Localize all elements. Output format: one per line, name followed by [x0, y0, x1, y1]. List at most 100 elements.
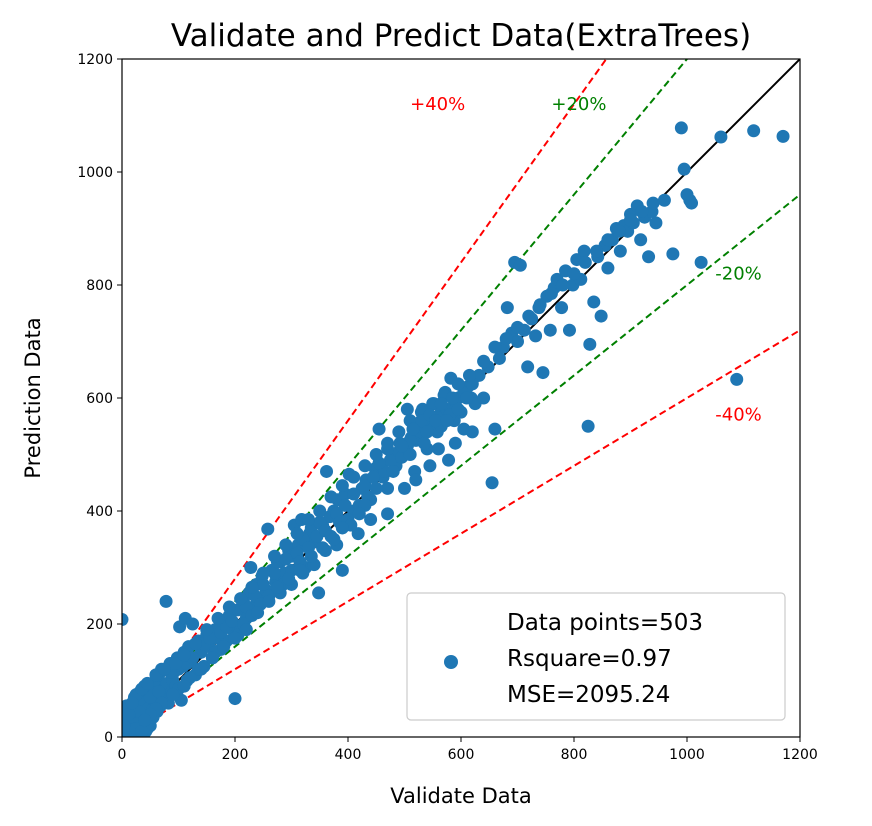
data-point	[488, 340, 502, 354]
data-point	[324, 490, 338, 504]
data-point	[395, 439, 409, 453]
data-point	[440, 414, 454, 428]
reference-line-label: -40%	[715, 405, 762, 426]
data-point	[125, 696, 139, 710]
data-point	[256, 566, 270, 580]
data-point	[583, 337, 597, 351]
data-point	[477, 391, 491, 405]
reference-labels: +40% +20% -20% -40%	[410, 94, 762, 426]
data-point	[442, 453, 456, 467]
data-point	[555, 301, 569, 315]
data-point	[392, 425, 406, 439]
data-point	[409, 473, 423, 487]
y-tick-label: 800	[86, 278, 113, 294]
data-point	[268, 549, 282, 563]
data-point	[364, 512, 378, 526]
data-point	[522, 309, 536, 323]
data-point	[369, 481, 383, 495]
data-point	[293, 563, 307, 577]
data-point	[335, 521, 349, 535]
data-point	[677, 162, 691, 176]
data-point	[536, 366, 550, 380]
data-point	[601, 261, 615, 275]
data-point	[122, 719, 131, 733]
data-point	[135, 724, 149, 737]
data-point	[316, 541, 330, 555]
data-point	[634, 233, 648, 247]
data-point	[372, 422, 386, 436]
data-point	[429, 414, 443, 428]
data-point	[590, 244, 604, 258]
data-point	[381, 481, 395, 495]
data-point	[159, 594, 173, 608]
data-point	[714, 130, 728, 144]
data-point	[776, 129, 790, 143]
data-point	[320, 464, 334, 478]
legend-line-mse: MSE=2095.24	[507, 682, 670, 708]
data-point	[234, 592, 248, 606]
data-point	[335, 479, 349, 493]
data-point	[256, 577, 270, 591]
data-point	[239, 623, 253, 637]
data-point	[624, 213, 637, 227]
y-axis-title: Prediction Data	[21, 317, 45, 478]
data-point	[366, 470, 380, 484]
legend-line-data-points: Data points=503	[507, 610, 703, 636]
data-point	[194, 662, 208, 676]
data-point	[279, 538, 293, 552]
data-point	[358, 459, 372, 473]
y-tick-label: 400	[86, 504, 113, 520]
y-axis: 0 200 400 600 800 1000 1200	[77, 52, 122, 746]
x-tick-label: 200	[222, 747, 249, 763]
data-point	[262, 594, 276, 608]
reference-line	[122, 59, 608, 737]
data-point	[649, 216, 663, 230]
data-point	[423, 459, 437, 473]
data-point	[451, 402, 465, 416]
x-tick-label: 400	[335, 747, 362, 763]
data-point	[477, 354, 491, 368]
data-point	[594, 309, 608, 323]
data-point	[200, 623, 214, 637]
data-point	[460, 391, 474, 405]
data-point	[578, 255, 592, 269]
data-point	[381, 507, 395, 521]
data-point	[657, 193, 671, 207]
data-point	[674, 121, 688, 135]
data-point	[562, 323, 576, 337]
data-point	[222, 600, 236, 614]
data-point	[261, 522, 275, 536]
data-point	[228, 631, 242, 645]
x-tick-label: 1200	[782, 747, 818, 763]
data-point	[451, 377, 465, 391]
chart-title: Validate and Predict Data(ExtraTrees)	[171, 18, 751, 54]
data-point	[313, 504, 327, 518]
data-point	[217, 640, 231, 654]
data-point	[635, 205, 649, 219]
data-point	[543, 323, 557, 337]
data-point	[177, 648, 191, 662]
data-point	[747, 124, 761, 138]
data-point	[186, 617, 200, 631]
data-point	[177, 679, 191, 693]
data-point	[544, 286, 558, 300]
x-axis: 0 200 400 600 800 1000 1200	[118, 737, 818, 763]
x-tick-label: 1000	[669, 747, 705, 763]
data-point	[642, 250, 656, 264]
data-point	[122, 612, 129, 626]
data-point	[386, 464, 400, 478]
data-point	[228, 692, 242, 706]
y-tick-label: 0	[104, 730, 113, 746]
x-tick-label: 600	[448, 747, 475, 763]
y-tick-label: 600	[86, 391, 113, 407]
data-point	[420, 425, 434, 439]
data-point	[680, 188, 694, 202]
data-point	[152, 685, 166, 699]
data-point	[327, 532, 341, 546]
data-point	[431, 442, 445, 456]
data-point	[381, 436, 395, 450]
data-point	[587, 295, 601, 309]
x-axis-title: Validate Data	[390, 784, 531, 808]
data-point	[270, 580, 284, 594]
data-point	[694, 255, 708, 269]
